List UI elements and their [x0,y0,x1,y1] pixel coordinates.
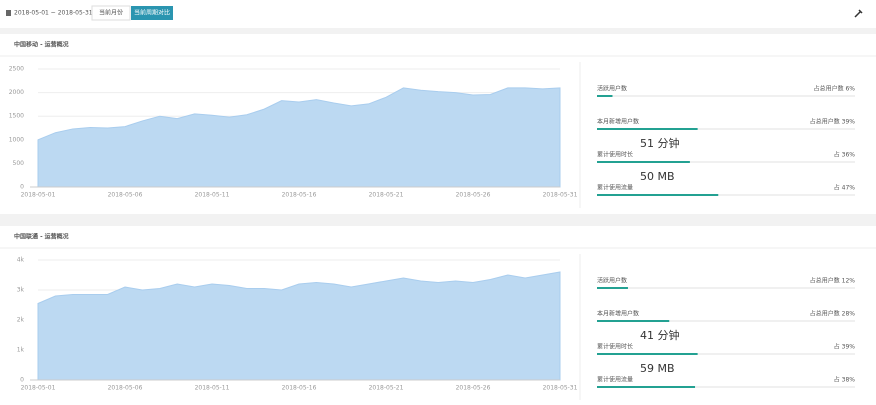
x-tick-label: 2018-05-26 [456,192,491,199]
y-tick-label: 2000 [9,89,24,96]
stat-name: 累计使用时长 [597,343,633,351]
stat-bar-track [597,128,855,130]
button[interactable] [131,6,173,20]
settings-icon[interactable] [854,9,863,18]
x-tick-label: 2018-05-21 [369,385,404,392]
y-tick-label: 1000 [9,136,24,143]
y-tick-label: 2k [17,317,25,324]
stat-bar-track [597,320,855,322]
stat-share-label: 占 39% [834,343,856,351]
stat-name: 活跃用户数 [597,85,627,93]
y-tick-label: 0 [20,377,24,384]
stat-share-label: 占总用户数 6% [814,85,856,93]
stat-name: 累计使用时长 [597,151,633,159]
y-tick-label: 3k [17,287,25,294]
stat-bar [597,194,719,196]
area [37,271,561,381]
x-tick-label: 2018-05-26 [456,385,491,392]
panel-title: 中国联通 - 运营概况 [14,233,69,241]
x-tick-label: 2018-05-11 [195,192,230,199]
stat-name: 累计使用流量 [597,184,633,192]
stat-share-label: 占总用户数 12% [810,277,856,285]
stat-share-label: 占 38% [834,376,856,384]
stat-bar [597,95,613,97]
x-tick-label: 2018-05-21 [369,192,404,199]
y-tick-label: 2500 [9,66,24,73]
date-range[interactable]: 2018-05-01 ~ 2018-05-31 [14,10,93,17]
x-tick-label: 2018-05-16 [282,192,317,199]
y-tick-label: 0 [20,184,24,191]
x-tick-label: 2018-05-06 [108,192,143,199]
stat-share-label: 占 36% [834,151,856,159]
stat-bar-track [597,386,855,388]
stat-name: 本月新增用户数 [597,118,639,126]
stat-bar [597,320,670,322]
stat-bar [597,386,696,388]
stat-share-label: 占 47% [834,184,856,192]
y-tick-label: 500 [13,160,25,167]
stat-bar-track [597,95,855,97]
stat-bar-track [597,161,855,163]
x-tick-label: 2018-05-16 [282,385,317,392]
x-tick-label: 2018-05-01 [21,192,56,199]
stat-value: 50 MB [640,170,675,183]
button-label[interactable]: 当前周期对比 [134,9,170,17]
panel-title: 中国移动 - 运营概况 [14,41,69,49]
x-tick-label: 2018-05-06 [108,385,143,392]
y-tick-label: 1k [17,347,25,354]
stat-name: 活跃用户数 [597,277,627,285]
x-tick-label: 2018-05-01 [21,385,56,392]
button[interactable] [91,5,131,21]
y-tick-label: 1500 [9,113,24,120]
stat-bar [597,161,690,163]
button-label[interactable]: 当前月份 [99,9,123,17]
stat-bar [597,287,628,289]
stat-bar-track [597,194,855,196]
stat-name: 本月新增用户数 [597,310,639,318]
x-tick-label: 2018-05-31 [543,192,578,199]
y-tick-label: 4k [17,257,25,264]
stat-bar [597,128,698,130]
x-tick-label: 2018-05-11 [195,385,230,392]
x-tick-label: 2018-05-31 [543,385,578,392]
stat-bar-track [597,353,855,355]
stat-share-label: 占总用户数 28% [810,310,856,318]
stat-value: 41 分钟 [640,328,680,342]
calendar-icon [6,10,11,16]
stat-value: 51 分钟 [640,136,680,150]
stat-bar-track [597,287,855,289]
stat-share-label: 占总用户数 39% [810,118,856,126]
stat-bar [597,353,698,355]
stat-name: 累计使用流量 [597,376,633,384]
stat-value: 59 MB [640,362,675,375]
area [37,87,561,188]
